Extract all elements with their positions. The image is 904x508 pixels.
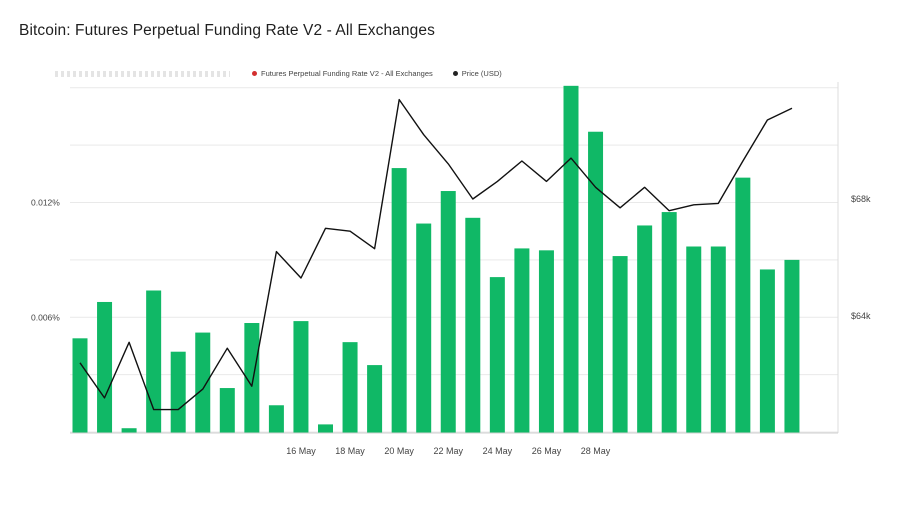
funding-rate-bar (391, 168, 407, 433)
legend-funding-label: Futures Perpetual Funding Rate V2 - All … (261, 69, 433, 78)
funding-rate-bar (538, 250, 554, 433)
axes: 0.006% 0.012% $64k $68k 16 May 18 May 20 May 22… (31, 82, 871, 456)
funding-rate-bar (367, 365, 383, 433)
funding-rate-bar (293, 321, 309, 433)
chart-legend: Futures Perpetual Funding Rate V2 - All … (252, 69, 502, 78)
funding-rate-bar (514, 248, 530, 433)
x-tick-label: 20 May (384, 446, 414, 456)
funding-rate-bar (489, 277, 505, 433)
funding-rate-bar (637, 225, 653, 433)
legend-item-price[interactable]: Price (USD) (452, 69, 502, 78)
y-left-tick-label: 0.012% (31, 198, 60, 208)
funding-rate-bar (195, 332, 211, 433)
legend-item-funding-rate[interactable]: Futures Perpetual Funding Rate V2 - All … (252, 69, 433, 78)
funding-rate-bars (72, 85, 800, 433)
x-tick-label: 26 May (532, 446, 562, 456)
funding-rate-bar (268, 405, 284, 433)
funding-rate-bar (440, 191, 456, 433)
legend-blurred-area (55, 71, 230, 77)
x-tick-label: 22 May (433, 446, 463, 456)
funding-rate-bar (588, 131, 604, 433)
funding-rate-bar (465, 217, 481, 433)
funding-rate-bar (735, 177, 751, 433)
x-tick-label: 24 May (483, 446, 513, 456)
funding-rate-bar (97, 301, 113, 433)
funding-rate-bar (784, 259, 800, 433)
chart-title: Bitcoin: Futures Perpetual Funding Rate … (19, 22, 435, 39)
funding-rate-bar (342, 342, 358, 433)
funding-rate-bar (72, 338, 88, 433)
x-tick-label: 18 May (335, 446, 365, 456)
x-tick-label: 28 May (581, 446, 611, 456)
funding-rate-bar (612, 256, 628, 433)
funding-rate-bar (170, 351, 186, 433)
legend-price-label: Price (USD) (461, 69, 502, 78)
legend-funding-dot-icon (252, 71, 257, 76)
funding-rate-bar (219, 388, 235, 433)
funding-rate-bar (759, 269, 775, 433)
funding-rate-bar (318, 424, 333, 433)
x-tick-label: 16 May (286, 446, 316, 456)
funding-rate-bar (563, 85, 579, 433)
y-left-tick-label: 0.006% (31, 312, 60, 322)
funding-rate-bar (244, 323, 260, 433)
funding-rate-bar (121, 428, 137, 433)
funding-rate-bar (416, 223, 432, 433)
legend-price-dot-icon (452, 71, 458, 76)
y-right-tick-label: $64k (851, 311, 871, 321)
funding-rate-bar (686, 246, 702, 433)
funding-rate-bar (146, 290, 162, 433)
funding-rate-bar (661, 212, 677, 433)
price-line-layer (79, 98, 793, 411)
price-line (79, 98, 793, 411)
funding-rate-bar (710, 246, 726, 433)
y-right-tick-label: $68k (851, 194, 871, 204)
